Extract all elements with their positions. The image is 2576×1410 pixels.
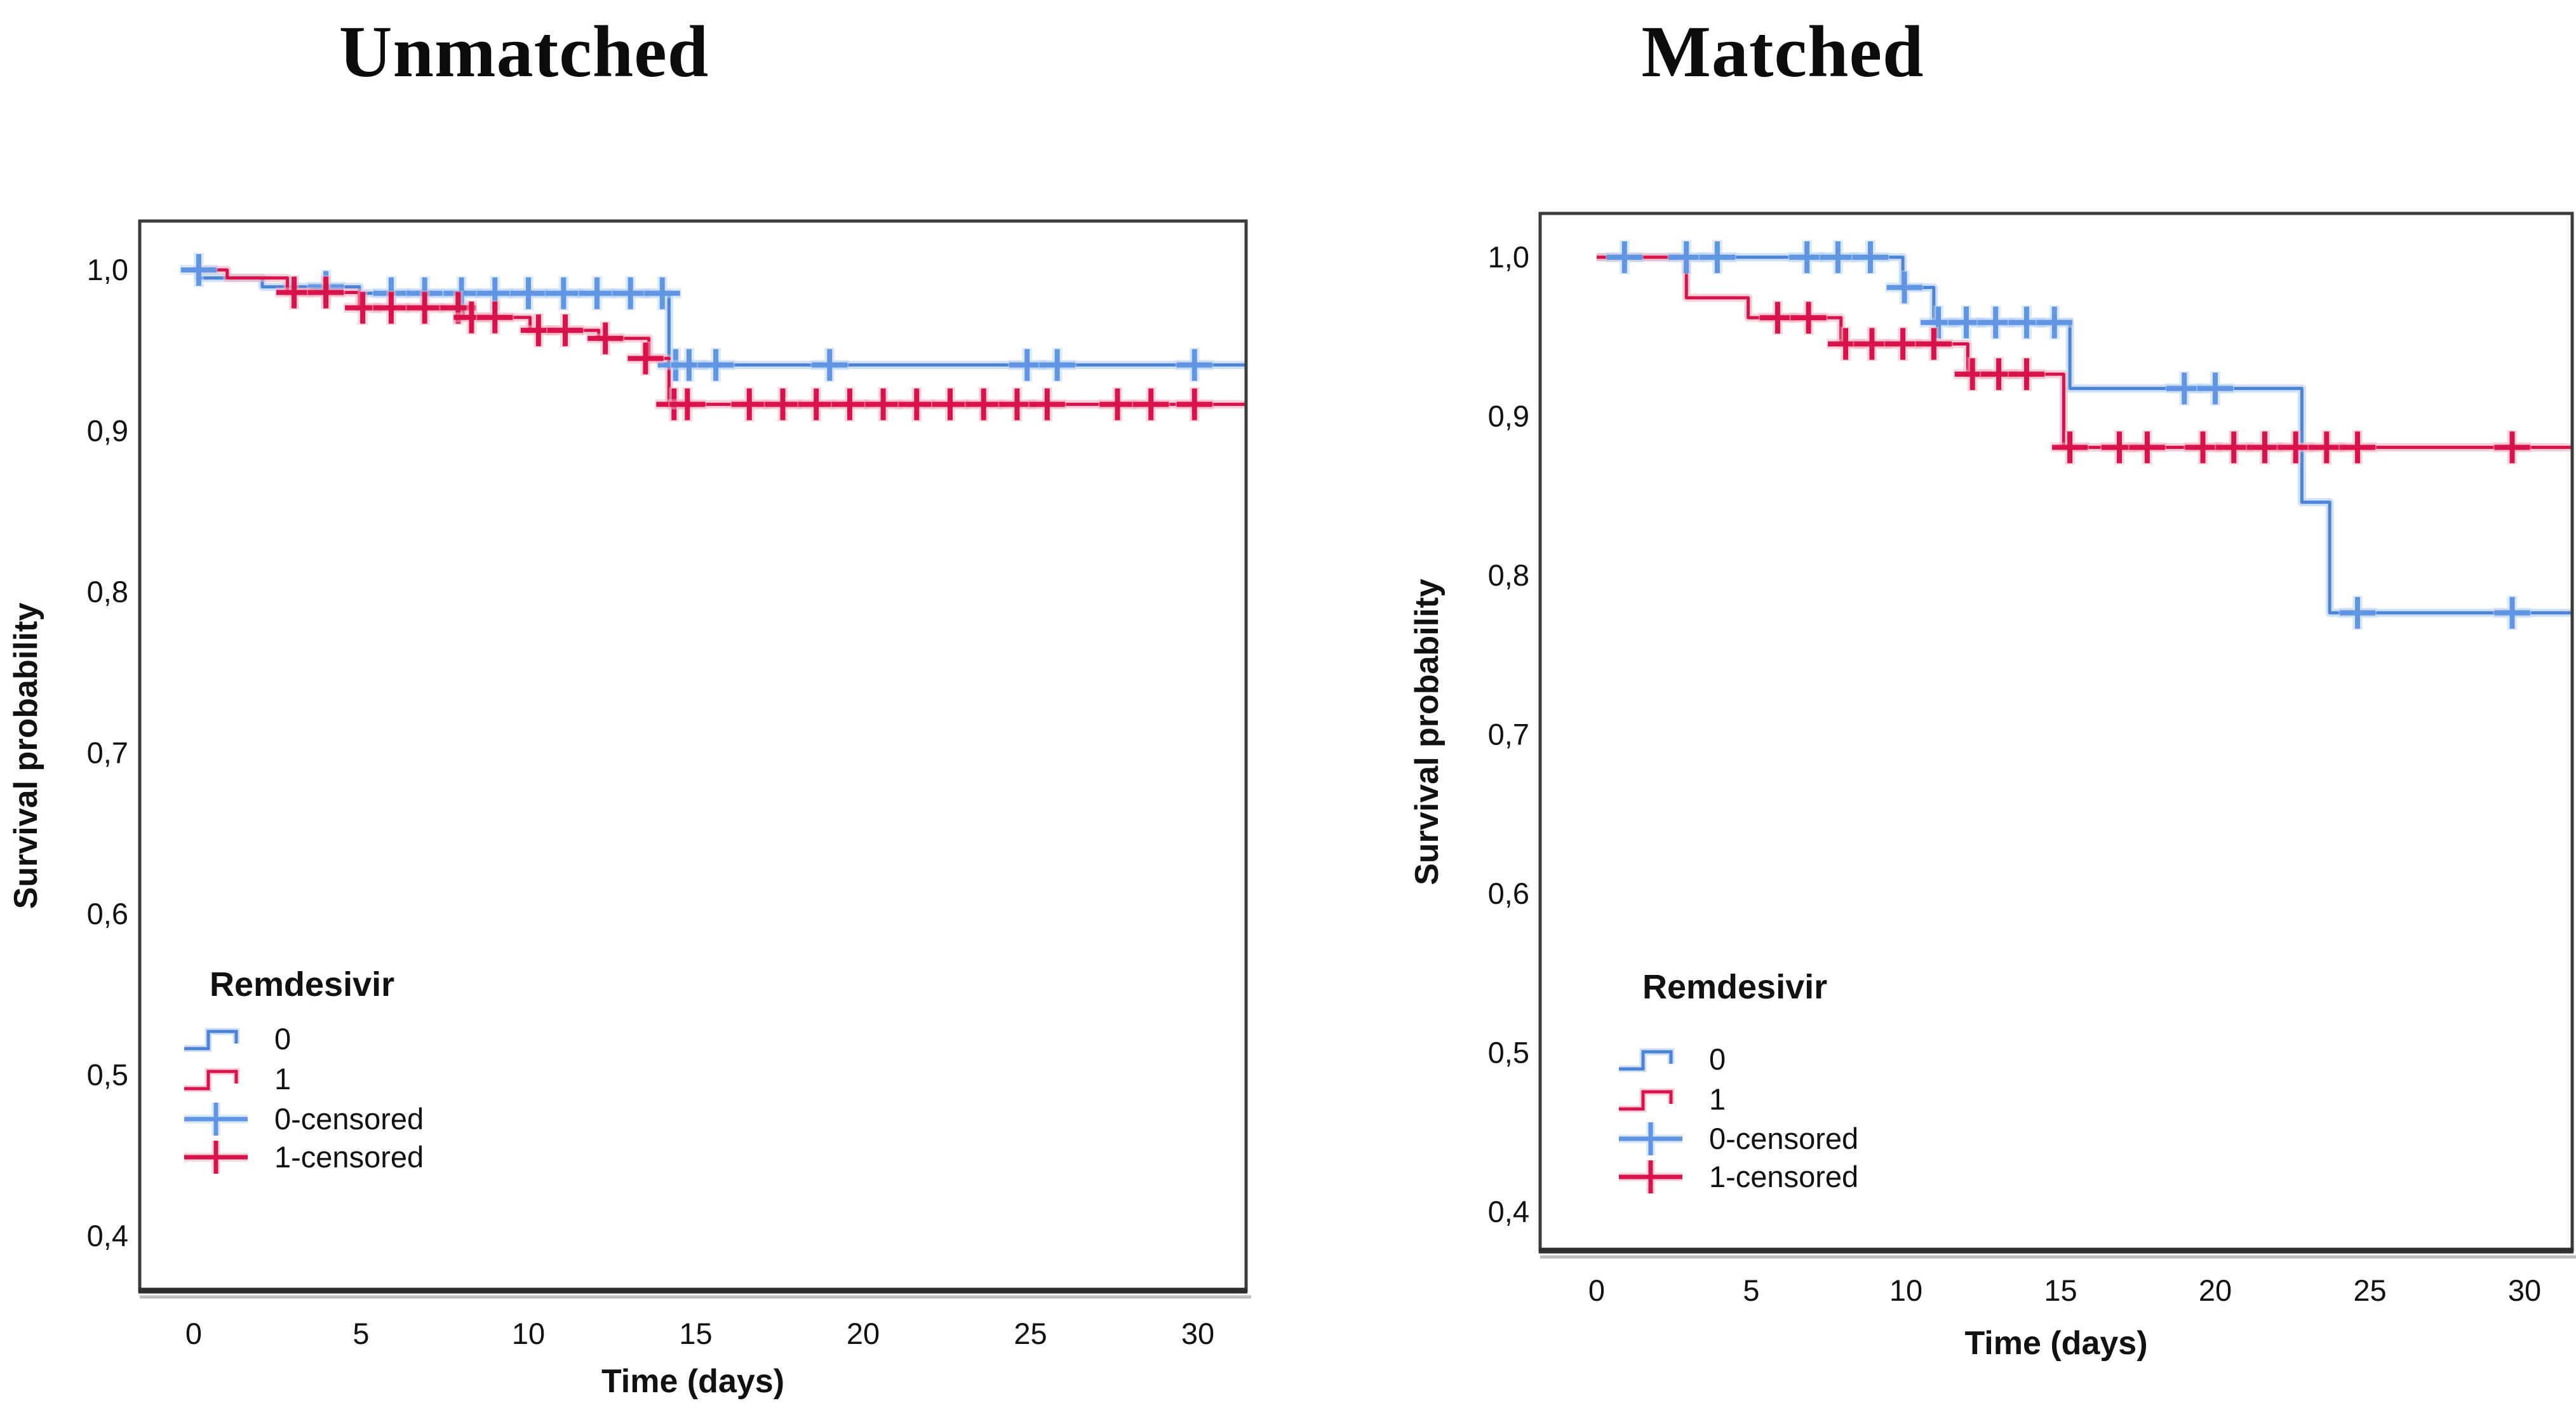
- legend: Remdesivir 0 1 0-censored 1-censored: [184, 965, 424, 1174]
- y-tick-label: 0,7: [87, 736, 128, 770]
- legend-step-glyph: [1619, 1048, 1675, 1073]
- y-tick-label: 0,5: [1488, 1036, 1529, 1070]
- legend-entry-label: 0: [1709, 1042, 1726, 1076]
- legend-step-glyph: [184, 1028, 240, 1052]
- x-axis-title: Time (days): [601, 1363, 784, 1400]
- x-axis-title: Time (days): [1964, 1325, 2147, 1362]
- legend-title: Remdesivir: [210, 965, 394, 1004]
- survival-curve-halo-1: [194, 265, 1245, 409]
- censor-marks-0: [179, 253, 1214, 382]
- x-tick-label: 20: [847, 1317, 880, 1350]
- x-tick-label: 0: [1588, 1273, 1605, 1307]
- panel-matched: 1,0 0,9 0,8 0,7 0,6 0,5 0,4 0 5 10 15 20 25 30 Surviva…: [1288, 0, 2576, 1410]
- x-tick-label: 5: [352, 1317, 369, 1350]
- y-tick-label: 0,4: [1488, 1195, 1529, 1228]
- panel-title-matched: Matched: [1641, 11, 1924, 93]
- x-tick-label: 30: [2508, 1273, 2541, 1307]
- x-tick-label: 0: [185, 1317, 202, 1350]
- legend-entry-label: 0: [274, 1022, 291, 1056]
- legend-entry-label: 0-censored: [274, 1102, 424, 1136]
- x-tick-label: 20: [2199, 1273, 2232, 1307]
- x-tick-label: 15: [679, 1317, 712, 1350]
- legend-plus-glyph: [184, 1103, 248, 1136]
- y-tick-label: 1,0: [87, 253, 128, 286]
- censor-marks-0: [1605, 240, 2532, 630]
- legend-entry-label: 0-censored: [1709, 1122, 1858, 1155]
- legend-step-glyph: [1619, 1090, 1673, 1111]
- legend-entry-label: 1: [1709, 1082, 1726, 1116]
- censor-marks-1: [1758, 300, 2532, 465]
- legend-entry-label: 1-censored: [274, 1140, 424, 1174]
- x-tick-label: 10: [512, 1317, 545, 1350]
- panel-title-unmatched: Unmatched: [339, 11, 709, 93]
- y-tick-label: 0,5: [87, 1058, 128, 1092]
- x-tick-label: 25: [2353, 1273, 2386, 1307]
- y-tick-label: 0,9: [87, 414, 128, 448]
- legend-step-glyph: [184, 1068, 240, 1092]
- y-tick-label: 0,4: [87, 1219, 128, 1252]
- km-chart-unmatched: 1,00,90,80,70,60,50,40 5 10 15 20 25 30Surviva…: [8, 219, 1251, 1400]
- legend-title: Remdesivir: [1642, 968, 1827, 1006]
- y-tick-label: 0,6: [1488, 876, 1529, 910]
- x-tick-label: 15: [2044, 1273, 2077, 1307]
- legend-entry-label: 1: [274, 1062, 291, 1096]
- y-axis-title: Survival probability: [1409, 579, 1446, 885]
- curves-layer: [1597, 240, 2571, 630]
- legend-entry-label: 1-censored: [1709, 1160, 1858, 1193]
- y-tick-label: 1,0: [1488, 240, 1529, 274]
- legend-step-glyph: [184, 1030, 238, 1051]
- x-tick-label: 10: [1889, 1273, 1922, 1307]
- x-tick-label: 30: [1181, 1317, 1214, 1350]
- legend-plus-glyph: [1619, 1160, 1682, 1193]
- survival-curve-halo-0: [1597, 253, 2571, 617]
- y-tick-label: 0,8: [1488, 558, 1529, 592]
- x-tick-label: 25: [1014, 1317, 1047, 1350]
- y-axis-title: Survival probability: [8, 603, 44, 910]
- legend-step-glyph: [1619, 1050, 1673, 1071]
- legend-plus-glyph: [1619, 1122, 1682, 1155]
- legend-step-glyph: [184, 1070, 238, 1091]
- legend-plus-glyph: [184, 1141, 248, 1174]
- survival-curve-1: [1597, 255, 2571, 449]
- x-tick-label: 5: [1743, 1273, 1759, 1307]
- plot-frame: [1538, 211, 2574, 1252]
- y-tick-label: 0,6: [87, 897, 128, 930]
- y-tick-label: 0,7: [1488, 718, 1529, 751]
- legend-step-glyph: [1619, 1088, 1675, 1113]
- survival-curve-0: [1597, 255, 2571, 615]
- censor-marks-1: [275, 275, 1214, 422]
- survival-curve-halo-1: [1597, 253, 2571, 452]
- y-tick-label: 0,9: [1488, 399, 1529, 433]
- panel-unmatched: 1,0 0,9 0,8 0,7 0,6 0,5 0,4 0 5 10 15 20 25 30 Surviva…: [8, 11, 1251, 1400]
- y-tick-label: 0,8: [87, 575, 128, 608]
- curves-layer: [179, 253, 1245, 422]
- legend: Remdesivir 0 1 0-censored 1-censored: [1619, 968, 1858, 1193]
- km-chart-matched: 1,00,90,80,70,60,50,40 5 10 15 20 25 30Surviva…: [1409, 211, 2576, 1362]
